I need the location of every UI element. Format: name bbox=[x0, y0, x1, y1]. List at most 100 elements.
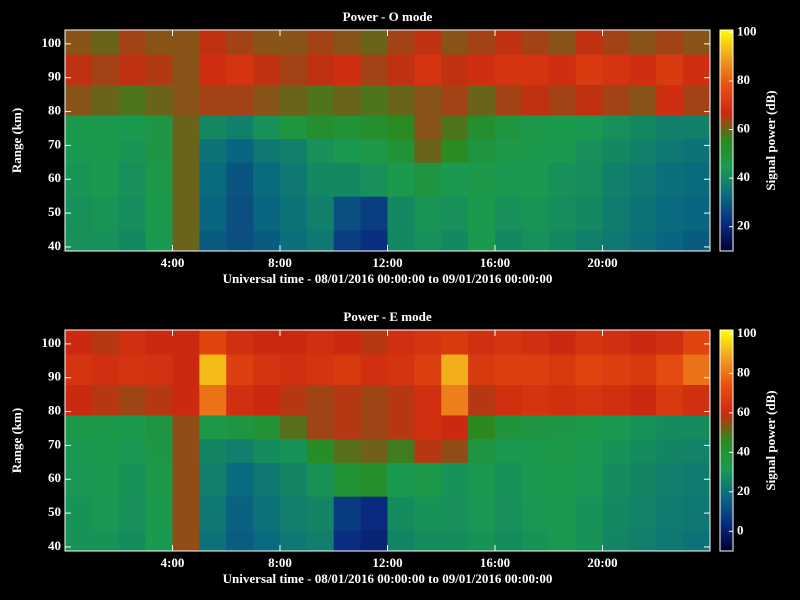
heatmap-cell bbox=[172, 384, 200, 416]
heatmap-cell bbox=[548, 414, 577, 440]
heatmap-cell bbox=[683, 330, 711, 355]
heatmap-cell bbox=[226, 196, 254, 231]
heatmap-cell bbox=[441, 84, 469, 116]
heatmap-cell bbox=[575, 162, 603, 197]
y-tick-label: 40 bbox=[48, 538, 61, 553]
heatmap-cell bbox=[172, 84, 200, 116]
heatmap-cell bbox=[602, 330, 630, 355]
heatmap-cell bbox=[199, 30, 227, 55]
heatmap-cell bbox=[253, 230, 281, 252]
heatmap-cell bbox=[629, 414, 657, 440]
heatmap-cell bbox=[91, 230, 120, 252]
heatmap-cell bbox=[602, 354, 630, 385]
heatmap-cell bbox=[280, 462, 308, 497]
heatmap-cell bbox=[683, 354, 711, 385]
heatmap-cell bbox=[602, 30, 630, 55]
heatmap-cell bbox=[683, 54, 711, 85]
heatmap-cell bbox=[253, 54, 281, 85]
heatmap-cell bbox=[360, 384, 388, 416]
heatmap-cell bbox=[145, 138, 173, 163]
heatmap-cell bbox=[253, 114, 281, 140]
heatmap-cell bbox=[360, 462, 388, 497]
heatmap-cell bbox=[145, 414, 173, 440]
heatmap-cell bbox=[145, 30, 173, 55]
heatmap-cell bbox=[656, 114, 684, 140]
heatmap-cell bbox=[575, 330, 603, 355]
heatmap-cell bbox=[118, 114, 147, 140]
heatmap-cell bbox=[656, 438, 684, 463]
heatmap-cell bbox=[306, 84, 335, 116]
heatmap-cell bbox=[414, 496, 442, 531]
heatmap-cell bbox=[333, 414, 362, 440]
heatmap-cell bbox=[226, 384, 254, 416]
heatmap-cell bbox=[495, 530, 523, 552]
heatmap-cell bbox=[118, 30, 147, 55]
heatmap-cell bbox=[387, 138, 415, 163]
heatmap-cell bbox=[602, 384, 630, 416]
heatmap-cell bbox=[91, 54, 120, 85]
heatmap-cell bbox=[145, 462, 173, 497]
heatmap-cell bbox=[333, 114, 362, 140]
heatmap-cell bbox=[333, 330, 362, 355]
heatmap-cell bbox=[306, 114, 335, 140]
heatmap-cell bbox=[495, 30, 523, 55]
x-tick-label: 16:00 bbox=[480, 255, 510, 270]
heatmap-cell bbox=[118, 230, 147, 252]
heatmap-cell bbox=[333, 196, 362, 231]
x-tick-label: 8:00 bbox=[268, 255, 292, 270]
heatmap-cell bbox=[683, 30, 711, 55]
y-tick-label: 80 bbox=[48, 403, 61, 418]
heatmap-cell bbox=[521, 438, 550, 463]
heatmap-cell bbox=[548, 54, 577, 85]
heatmap-cell bbox=[495, 230, 523, 252]
heatmap-cell bbox=[602, 230, 630, 252]
heatmap-cell bbox=[360, 330, 388, 355]
heatmap-cell bbox=[306, 384, 335, 416]
colorbar-tick-label: 60 bbox=[737, 121, 750, 136]
heatmap-cell bbox=[468, 330, 496, 355]
x-tick-label: 16:00 bbox=[480, 555, 510, 570]
heatmap-cell bbox=[145, 196, 173, 231]
heatmap-cell bbox=[253, 496, 281, 531]
heatmap-cell bbox=[521, 530, 550, 552]
heatmap-cell bbox=[387, 196, 415, 231]
heatmap-cell bbox=[548, 196, 577, 231]
heatmap-cell bbox=[280, 354, 308, 385]
heatmap-cell bbox=[414, 354, 442, 385]
heatmap-cell bbox=[118, 196, 147, 231]
heatmap-cell bbox=[387, 354, 415, 385]
heatmap-cell bbox=[387, 114, 415, 140]
heatmap-cell bbox=[280, 84, 308, 116]
heatmap-cell bbox=[629, 438, 657, 463]
heatmap-cell bbox=[306, 162, 335, 197]
heatmap-cell bbox=[226, 530, 254, 552]
heatmap-cell bbox=[226, 30, 254, 55]
colorbar-label: Signal power (dB) bbox=[763, 390, 778, 490]
heatmap-cell bbox=[441, 384, 469, 416]
heatmap-cell bbox=[91, 384, 120, 416]
heatmap-cell bbox=[360, 230, 388, 252]
x-tick-label: 12:00 bbox=[372, 555, 402, 570]
heatmap-cell bbox=[280, 30, 308, 55]
heatmap-cell bbox=[441, 438, 469, 463]
heatmap-cell bbox=[629, 330, 657, 355]
heatmap-cell bbox=[495, 438, 523, 463]
heatmap-cell bbox=[548, 354, 577, 385]
heatmap-cell bbox=[602, 162, 630, 197]
heatmap-cell bbox=[629, 496, 657, 531]
heatmap-cell bbox=[441, 114, 469, 140]
heatmap-cell bbox=[172, 54, 200, 85]
heatmap-cell bbox=[145, 230, 173, 252]
heatmap-cell bbox=[172, 438, 200, 463]
heatmap-cell bbox=[495, 414, 523, 440]
heatmap-cell bbox=[521, 196, 550, 231]
heatmap-cell bbox=[360, 438, 388, 463]
colorbar-tick-label: 40 bbox=[737, 169, 750, 184]
x-tick-label: 4:00 bbox=[161, 255, 185, 270]
heatmap-cell bbox=[468, 30, 496, 55]
heatmap-cell bbox=[306, 462, 335, 497]
heatmap-cell bbox=[65, 54, 93, 85]
heatmap-cell bbox=[656, 414, 684, 440]
heatmap-cell bbox=[441, 354, 469, 385]
heatmap-cell bbox=[521, 330, 550, 355]
